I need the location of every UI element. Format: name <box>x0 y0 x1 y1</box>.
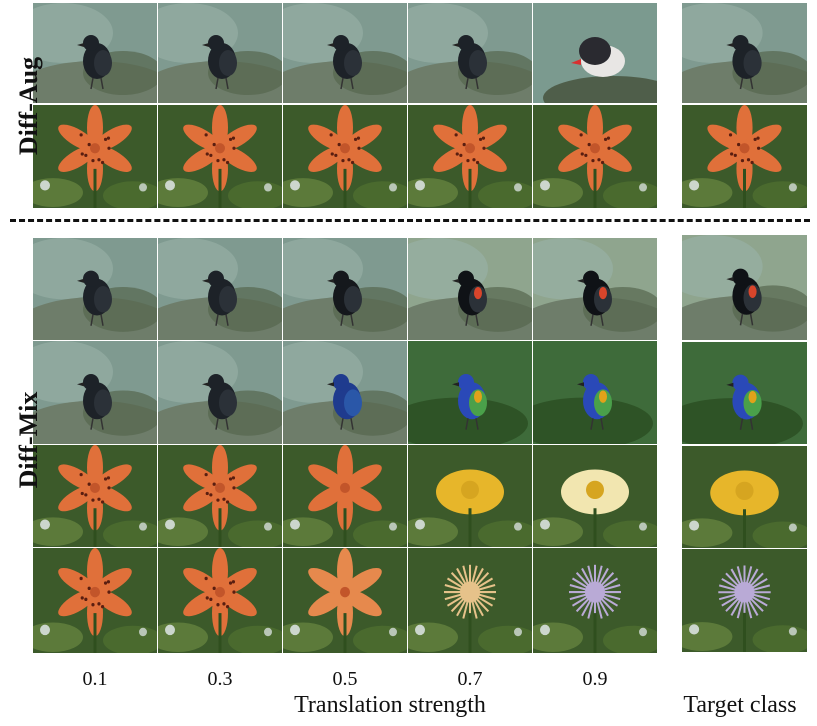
target-image-tiger-lily-tile <box>682 105 807 208</box>
image-tiger-lily-tile <box>533 105 657 208</box>
diff-aug-label: Diff-Aug <box>14 56 43 156</box>
target-image-painted-bunting-tile <box>682 342 807 444</box>
image-tiger-lily-tile <box>158 445 282 547</box>
image-dark-bird-tile <box>408 3 532 103</box>
x-tick: 0.9 <box>582 668 608 690</box>
image-tiger-lily-tile <box>408 105 532 208</box>
image-red-winged-blackbird-tile <box>408 238 532 340</box>
target-class-title: Target class <box>683 692 797 718</box>
image-dark-bird-tile <box>158 238 282 340</box>
image-tiger-lily-tile <box>158 548 282 653</box>
image-dark-bird-tile <box>33 341 157 444</box>
image-dark-bird-tile <box>33 238 157 340</box>
x-tick: 0.1 <box>82 668 108 690</box>
image-dark-bird-tile <box>33 3 157 103</box>
image-tiger-lily-tile <box>33 548 157 653</box>
x-axis-title: Translation strength <box>294 692 486 718</box>
target-image-red-winged-blackbird-tile <box>682 235 807 340</box>
target-image-globeflower-tile <box>682 446 807 548</box>
image-blue-bird-tile <box>283 341 407 444</box>
image-painted-bunting-tile <box>533 341 657 444</box>
x-tick: 0.3 <box>207 668 233 690</box>
diff-mix-label: Diff-Mix <box>14 391 43 489</box>
image-thistle-flower-tile <box>408 548 532 653</box>
image-puffin-like-bird-tile <box>533 3 657 103</box>
image-dark-bird-tile <box>283 3 407 103</box>
image-blackbird-tile <box>283 238 407 340</box>
target-image-globe-thistle-tile <box>682 549 807 652</box>
image-painted-bunting-tile <box>408 341 532 444</box>
x-tick: 0.5 <box>332 668 358 690</box>
image-pale-yellow-flower-tile <box>533 445 657 547</box>
image-spiky-flower-tile <box>283 548 407 653</box>
image-tiger-lily-tile <box>33 105 157 208</box>
image-tiger-lily-tile <box>283 105 407 208</box>
image-globeflower-tile <box>408 445 532 547</box>
image-orange-flower-tile <box>283 445 407 547</box>
target-image-dark-bird-tile <box>682 3 807 103</box>
x-tick: 0.7 <box>457 668 483 690</box>
image-dark-bird-tile <box>158 3 282 103</box>
section-divider <box>10 219 810 222</box>
image-tiger-lily-tile <box>33 445 157 547</box>
image-red-winged-blackbird-tile <box>533 238 657 340</box>
image-globe-thistle-tile <box>533 548 657 653</box>
image-tiger-lily-tile <box>158 105 282 208</box>
image-dark-bird-tile <box>158 341 282 444</box>
